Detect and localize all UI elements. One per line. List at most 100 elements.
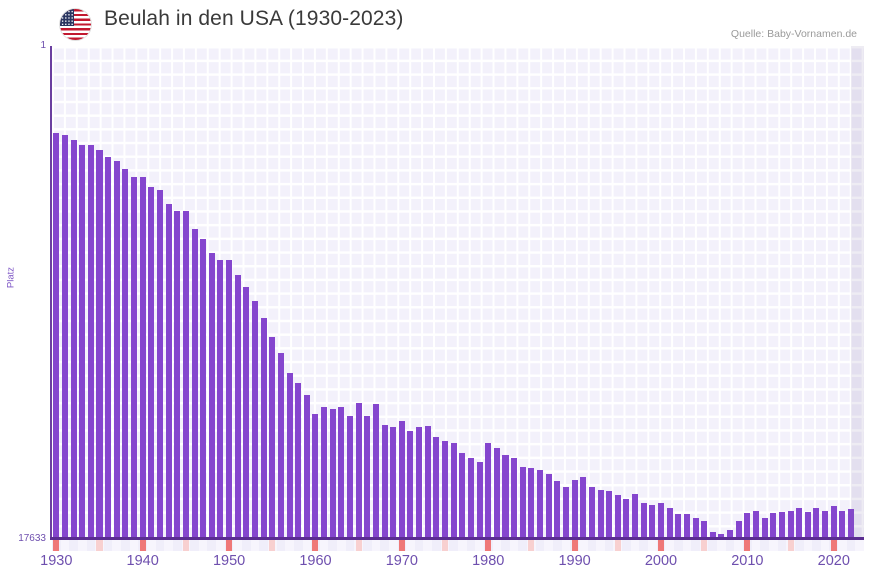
bar[interactable] xyxy=(321,407,328,539)
bar[interactable] xyxy=(804,512,811,539)
bar[interactable] xyxy=(208,253,215,539)
bar[interactable] xyxy=(286,373,293,539)
bar[interactable] xyxy=(174,211,181,539)
bar[interactable] xyxy=(277,353,284,539)
bar[interactable] xyxy=(778,512,785,539)
tick-cell xyxy=(242,540,251,551)
tick-cell xyxy=(112,539,122,551)
bar[interactable] xyxy=(519,467,526,539)
bar[interactable] xyxy=(260,318,267,539)
bar[interactable] xyxy=(718,534,725,539)
bar[interactable] xyxy=(632,494,639,539)
tick-cell xyxy=(147,539,156,551)
bar[interactable] xyxy=(528,468,535,539)
bar[interactable] xyxy=(683,514,690,539)
bar[interactable] xyxy=(372,404,379,539)
bar[interactable] xyxy=(562,487,569,539)
bar[interactable] xyxy=(122,169,129,539)
bar[interactable] xyxy=(597,490,604,539)
bar[interactable] xyxy=(338,407,345,539)
bar[interactable] xyxy=(131,177,138,539)
bar[interactable] xyxy=(243,287,250,539)
bar[interactable] xyxy=(752,511,760,539)
bar[interactable] xyxy=(182,211,189,539)
bar[interactable] xyxy=(407,431,414,539)
tick-marker-decade xyxy=(744,539,751,551)
bar[interactable] xyxy=(761,518,768,539)
bar[interactable] xyxy=(156,190,163,539)
bar[interactable] xyxy=(822,511,829,539)
bar[interactable] xyxy=(355,403,362,539)
bar[interactable] xyxy=(433,437,440,539)
bar[interactable] xyxy=(450,443,457,539)
bar[interactable] xyxy=(666,508,673,539)
bar[interactable] xyxy=(165,204,172,539)
bar[interactable] xyxy=(606,491,613,539)
bar[interactable] xyxy=(312,414,319,539)
bar[interactable] xyxy=(796,508,803,539)
bar[interactable] xyxy=(709,532,716,539)
bar[interactable] xyxy=(701,521,708,539)
bar[interactable] xyxy=(105,157,112,539)
bar[interactable] xyxy=(744,513,751,539)
bar[interactable] xyxy=(295,383,302,539)
bar[interactable] xyxy=(251,301,258,539)
bar[interactable] xyxy=(588,487,595,539)
bar[interactable] xyxy=(545,474,552,539)
bar[interactable] xyxy=(467,458,474,539)
bar[interactable] xyxy=(96,150,103,539)
bar[interactable] xyxy=(614,495,621,539)
bar[interactable] xyxy=(830,506,837,539)
bar[interactable] xyxy=(148,187,155,539)
bar[interactable] xyxy=(692,518,699,539)
bar[interactable] xyxy=(70,140,77,539)
bar[interactable] xyxy=(381,425,388,539)
bar[interactable] xyxy=(839,511,846,539)
bar[interactable] xyxy=(485,443,492,539)
bar[interactable] xyxy=(303,395,310,539)
bar[interactable] xyxy=(346,416,354,539)
bar[interactable] xyxy=(537,470,544,539)
bar[interactable] xyxy=(502,455,509,539)
bar[interactable] xyxy=(813,508,820,539)
bar[interactable] xyxy=(226,260,233,539)
bar[interactable] xyxy=(53,133,60,539)
bar[interactable] xyxy=(390,427,397,539)
bar[interactable] xyxy=(770,513,777,539)
bar[interactable] xyxy=(571,480,578,539)
bar[interactable] xyxy=(416,427,423,539)
bar[interactable] xyxy=(200,239,207,539)
bar[interactable] xyxy=(511,458,518,539)
bar[interactable] xyxy=(459,453,466,539)
bar[interactable] xyxy=(727,530,734,539)
bar[interactable] xyxy=(640,503,647,539)
bar[interactable] xyxy=(442,441,449,539)
bar[interactable] xyxy=(217,260,224,539)
bar[interactable] xyxy=(113,161,120,539)
bar[interactable] xyxy=(649,505,656,539)
tick-cell xyxy=(665,539,674,551)
bar[interactable] xyxy=(657,503,664,539)
tick-cell xyxy=(277,540,286,551)
bar[interactable] xyxy=(329,409,336,539)
bar[interactable] xyxy=(735,521,742,539)
bar[interactable] xyxy=(79,145,86,539)
bar[interactable] xyxy=(398,421,405,539)
bar[interactable] xyxy=(424,426,431,539)
bar[interactable] xyxy=(493,448,500,539)
bar[interactable] xyxy=(139,177,146,539)
bar[interactable] xyxy=(787,511,794,539)
bar[interactable] xyxy=(675,514,682,539)
bar[interactable] xyxy=(234,275,241,539)
bar[interactable] xyxy=(580,477,587,539)
bar[interactable] xyxy=(848,509,855,539)
bar[interactable] xyxy=(87,145,94,539)
bar[interactable] xyxy=(476,462,483,539)
bar[interactable] xyxy=(61,135,68,539)
bar[interactable] xyxy=(623,499,630,539)
bar[interactable] xyxy=(269,337,276,539)
bar[interactable] xyxy=(364,416,371,539)
tick-cell xyxy=(734,539,744,551)
bar[interactable] xyxy=(554,481,561,539)
bar[interactable] xyxy=(191,229,198,539)
